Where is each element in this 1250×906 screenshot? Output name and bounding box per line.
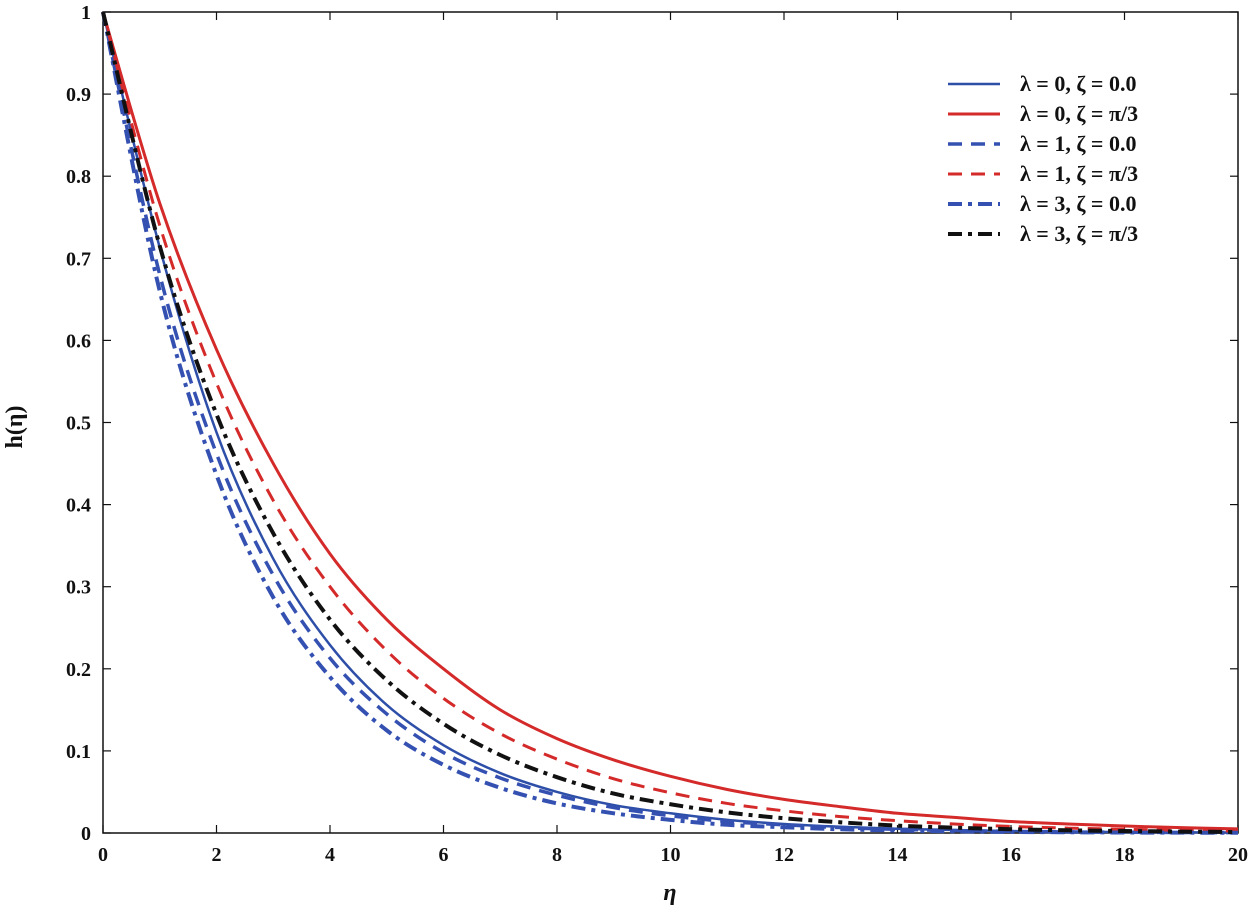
x-axis-label: η — [663, 880, 676, 906]
curves — [101, 11, 1239, 835]
series-line-4 — [101, 11, 1239, 833]
legend-label-3: λ = 1, ζ = 0.0 — [1020, 131, 1136, 156]
y-tick-label: 0.8 — [66, 166, 91, 188]
x-tick-label: 4 — [325, 844, 335, 866]
x-tick-label: 18 — [1115, 844, 1135, 866]
x-tick-label: 16 — [1001, 844, 1021, 866]
series-line-6 — [101, 11, 1239, 835]
legend-label-2: λ = 0, ζ = π/3 — [1020, 101, 1138, 126]
x-tick-label: 12 — [774, 844, 794, 866]
legend: λ = 0, ζ = 0.0 λ = 0, ζ = π/3 λ = 1, ζ = 0… — [948, 71, 1138, 246]
y-tick-label: 0.6 — [66, 330, 91, 352]
y-axis-label: h(η) — [2, 406, 28, 449]
series-line-2 — [101, 11, 1239, 831]
y-tick-label: 0.9 — [66, 84, 91, 106]
y-tick-label: 0.4 — [66, 495, 91, 517]
x-tick-label: 8 — [552, 844, 562, 866]
y-tick-label: 0.1 — [66, 741, 91, 763]
y-tick-label: 0.7 — [66, 248, 91, 270]
y-tick-label: 0.2 — [66, 659, 91, 681]
axes: 0 2 4 6 8 10 12 14 16 18 20 0 0.1 0.2 0.3 0.4 0.5 0.6 0.7 0… — [66, 2, 1248, 866]
x-tick-label: 6 — [439, 844, 449, 866]
y-tick-label: 0.5 — [66, 413, 91, 435]
y-tick-label: 0.3 — [66, 577, 91, 599]
x-tick-label: 10 — [661, 844, 681, 866]
x-tick-label: 2 — [212, 844, 222, 866]
legend-label-1: λ = 0, ζ = 0.0 — [1020, 71, 1136, 96]
legend-label-5: λ = 3, ζ = 0.0 — [1020, 191, 1136, 216]
x-tick-label: 14 — [888, 844, 908, 866]
x-tick-label: 0 — [98, 844, 108, 866]
y-tick-label: 0 — [81, 823, 91, 845]
legend-label-4: λ = 1, ζ = π/3 — [1020, 161, 1138, 186]
x-tick-label: 20 — [1228, 844, 1248, 866]
series-line-5 — [101, 11, 1239, 835]
legend-label-6: λ = 3, ζ = π/3 — [1020, 221, 1138, 246]
y-tick-label: 1 — [81, 2, 91, 24]
